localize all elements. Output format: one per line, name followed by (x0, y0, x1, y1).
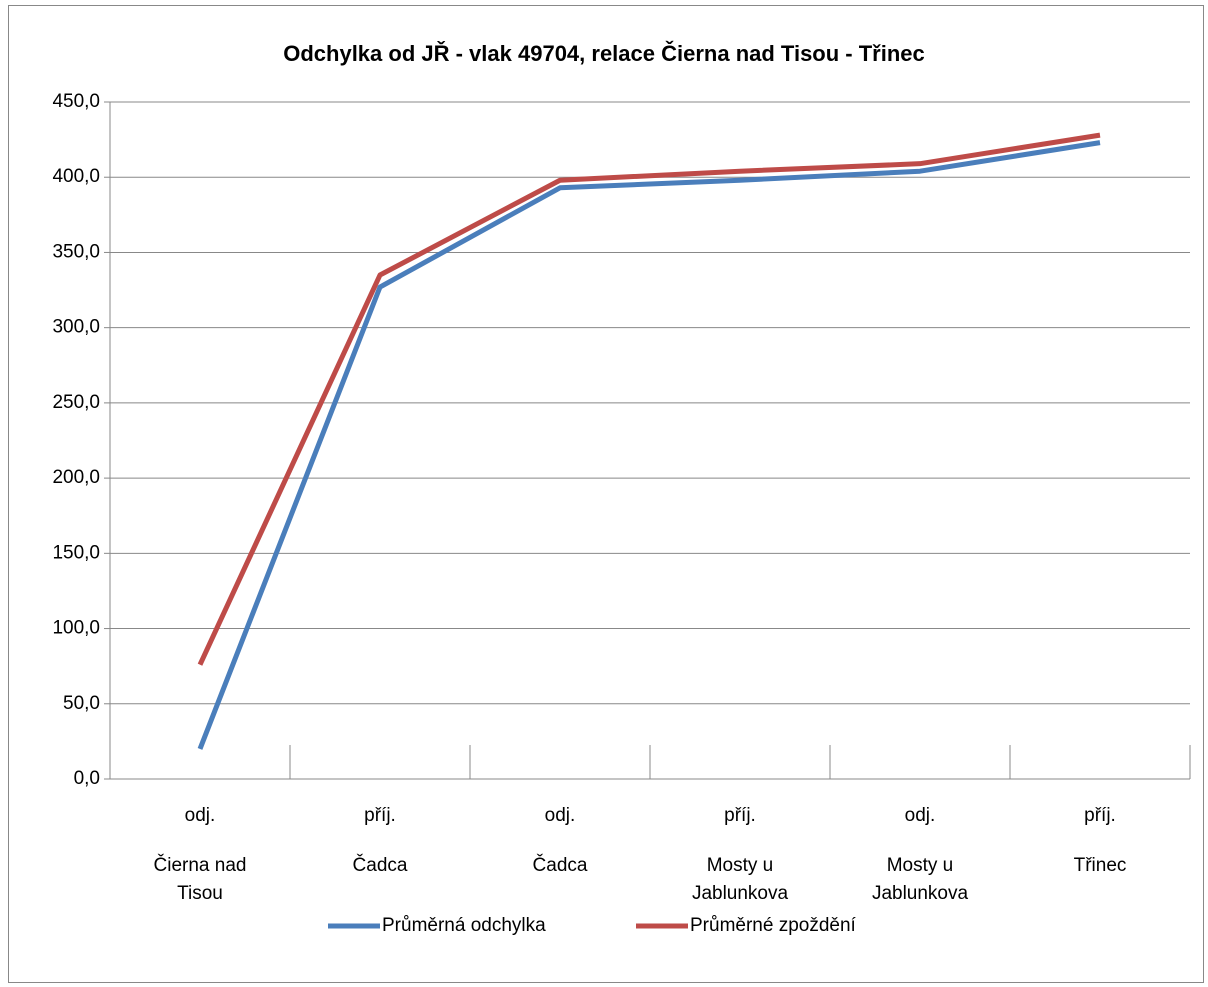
y-tick-label: 0,0 (74, 768, 100, 789)
category-station: Mosty u Jablunkova (691, 855, 789, 904)
category-event: odj. (904, 805, 936, 826)
y-tick-label: 150,0 (52, 542, 100, 563)
category-event: odj. (544, 805, 576, 826)
y-tick-label: 400,0 (52, 166, 100, 187)
category-event: příj. (364, 805, 396, 826)
y-tick-label: 350,0 (52, 241, 100, 262)
category-station: Čierna nad Tisou (153, 855, 247, 904)
category-station: Mosty u Jablunkova (871, 855, 969, 904)
legend-label: Průměrné zpoždění (690, 915, 857, 936)
category-event: odj. (184, 805, 216, 826)
chart-border (8, 5, 1204, 983)
chart-title: Odchylka od JŘ - vlak 49704, relace Čier… (283, 41, 925, 66)
category-station: Třinec (1073, 855, 1127, 876)
category-station: Čadca (352, 855, 408, 876)
series-line (197, 132, 1101, 666)
legend-label: Průměrná odchylka (382, 915, 546, 936)
y-tick-label: 100,0 (52, 618, 100, 639)
series-line (197, 140, 1101, 750)
y-tick-label: 300,0 (52, 317, 100, 338)
category-station: Čadca (532, 855, 588, 876)
category-event: příj. (1084, 805, 1116, 826)
y-tick-label: 50,0 (63, 693, 100, 714)
y-tick-label: 250,0 (52, 392, 100, 413)
y-tick-label: 450,0 (52, 91, 100, 112)
y-tick-label: 200,0 (52, 467, 100, 488)
category-event: příj. (724, 805, 756, 826)
